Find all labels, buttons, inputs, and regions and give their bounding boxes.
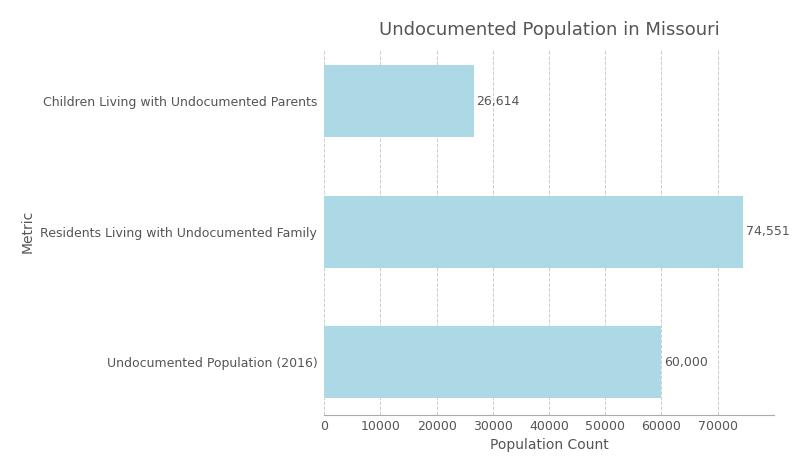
Text: 26,614: 26,614 <box>477 95 520 108</box>
Bar <box>324 65 474 137</box>
Text: 60,000: 60,000 <box>664 356 708 369</box>
Text: 74,551: 74,551 <box>746 225 790 238</box>
Bar <box>324 326 662 398</box>
X-axis label: Population Count: Population Count <box>490 438 608 452</box>
Bar <box>324 196 743 268</box>
Title: Undocumented Population in Missouri: Undocumented Population in Missouri <box>378 21 719 39</box>
Y-axis label: Metric: Metric <box>21 210 35 254</box>
